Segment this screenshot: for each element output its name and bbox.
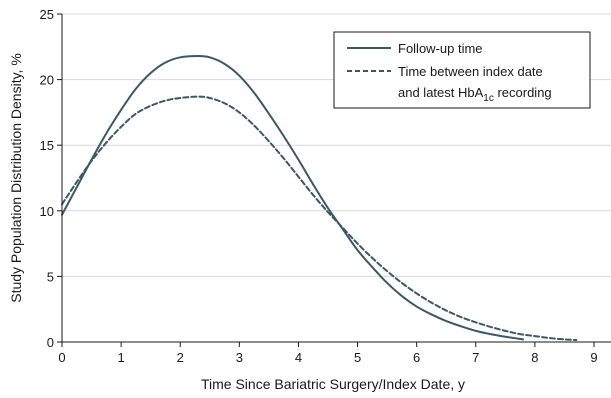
x-tick-label-1: 1 <box>117 350 124 365</box>
x-tick-label-3: 3 <box>236 350 243 365</box>
x-tick-label-2: 2 <box>177 350 184 365</box>
legend: Follow-up time Time between index date a… <box>333 31 591 109</box>
y-tick-label-15: 15 <box>40 138 54 153</box>
legend-label-hba1c-line1: Time between index date <box>398 64 543 79</box>
legend-box <box>333 31 591 109</box>
legend-label-hba1c-prefix: and latest HbA <box>398 85 484 100</box>
series-line-hba1c-time <box>61 95 578 342</box>
x-axis-title: Time Since Bariatric Surgery/Index Date,… <box>201 376 465 392</box>
x-tick-label-0: 0 <box>58 350 65 365</box>
legend-label-follow-up: Follow-up time <box>398 41 483 56</box>
x-tick-label-6: 6 <box>413 350 420 365</box>
legend-label-hba1c-sub: 1c <box>483 93 494 104</box>
series-line-follow-up-time <box>61 54 525 341</box>
y-tick-label-10: 10 <box>40 204 54 219</box>
ticks: 0 5 10 15 20 25 0 1 2 3 4 5 6 7 8 9 <box>40 7 598 365</box>
axes <box>61 14 611 343</box>
y-tick-label-25: 25 <box>40 7 54 22</box>
x-tick-label-9: 9 <box>590 350 597 365</box>
x-tick-label-5: 5 <box>354 350 361 365</box>
y-tick-label-20: 20 <box>40 73 54 88</box>
x-tick-label-4: 4 <box>295 350 302 365</box>
legend-label-hba1c-line2: and latest HbA1c recording <box>398 85 552 104</box>
y-tick-label-5: 5 <box>47 269 54 284</box>
x-tick-label-8: 8 <box>531 350 538 365</box>
y-axis-title: Study Population Distribution Density, % <box>8 53 24 303</box>
legend-label-hba1c-suffix: recording <box>494 85 552 100</box>
series-lines <box>61 54 578 342</box>
x-tick-label-7: 7 <box>472 350 479 365</box>
y-tick-label-0: 0 <box>47 335 54 350</box>
